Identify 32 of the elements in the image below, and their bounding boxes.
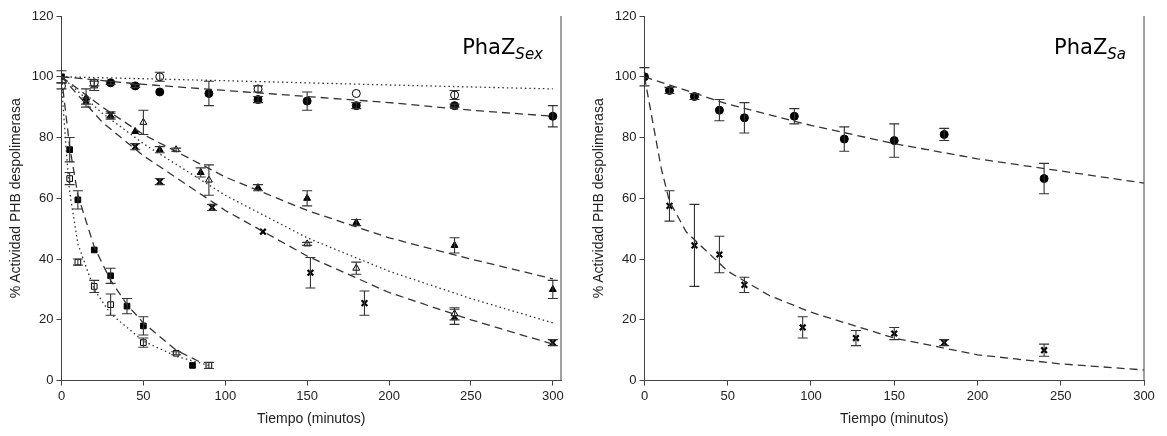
- x-tick-label: 0: [57, 387, 66, 403]
- x-tick-label: 150: [883, 387, 906, 403]
- x-axis-title: Tiempo (minutos): [257, 410, 366, 427]
- x-tick-label: 250: [460, 387, 482, 403]
- y-tick-label: 80: [622, 129, 637, 145]
- x-tick-label: 300: [1133, 387, 1155, 403]
- y-tick-label: 40: [622, 250, 637, 266]
- x-tick-label: 250: [1049, 387, 1072, 403]
- y-tick-label: 20: [622, 311, 637, 327]
- y-tick-label: 60: [39, 189, 54, 205]
- y-axis-title: % Actividad PHB despolimerasa: [590, 98, 607, 299]
- y-tick-label: 0: [629, 372, 637, 388]
- y-tick-label: 100: [614, 68, 637, 84]
- x-tick-label: 300: [541, 387, 564, 403]
- x-tick-label: 0: [640, 387, 649, 403]
- x-axis-title: Tiempo (minutos): [840, 410, 949, 427]
- x-tick-label: 100: [800, 387, 822, 403]
- y-tick-label: 20: [39, 311, 54, 327]
- x-tick-label: 100: [214, 387, 237, 403]
- x-tick-label: 200: [966, 387, 989, 403]
- y-tick-label: 80: [39, 129, 54, 145]
- y-tick-label: 100: [31, 68, 54, 84]
- x-tick-label: 200: [378, 387, 400, 403]
- y-tick-label: 60: [622, 189, 637, 205]
- y-tick-label: 0: [46, 372, 54, 388]
- y-tick-label: 120: [614, 7, 637, 23]
- x-tick-label: 50: [136, 387, 151, 403]
- y-tick-label: 40: [39, 250, 54, 266]
- x-tick-label: 150: [296, 387, 318, 403]
- y-tick-label: 120: [31, 7, 54, 23]
- y-axis-title: % Actividad PHB despolimerasa: [7, 98, 24, 299]
- x-tick-label: 50: [720, 387, 735, 403]
